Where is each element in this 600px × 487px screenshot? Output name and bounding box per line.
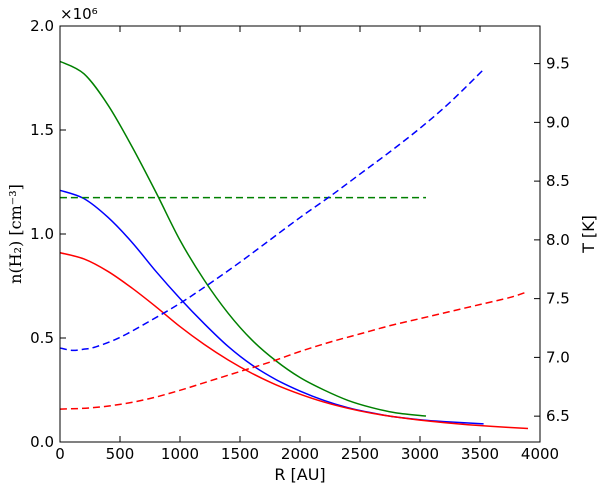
y-tick-label-left: 0.5 — [30, 329, 54, 347]
x-tick-label: 3000 — [401, 445, 439, 463]
series-line-4-temperature — [59, 68, 485, 352]
x-tick-label: 1500 — [221, 445, 259, 463]
ticks: 0 500 1000 1500 2000 2500 3000 3500 4000 0.0 0.5 1.… — [30, 17, 570, 463]
x-tick-label: 500 — [106, 445, 135, 463]
series-line-1-density — [59, 189, 484, 425]
y-tick-label-right: 7.5 — [546, 290, 570, 308]
axes — [59, 25, 541, 443]
y-tick-label-left: 2.0 — [30, 17, 54, 35]
left-axis-multiplier: ×10⁶ — [60, 5, 98, 23]
x-axis-label: R [AU] — [274, 465, 325, 484]
y-tick-label-right: 8.5 — [546, 172, 570, 190]
plot-frame — [59, 25, 541, 443]
y-axis-label-left: n(H₂) [cm⁻³] — [6, 184, 25, 284]
y-tick-label-left: 0.0 — [30, 433, 54, 451]
series-line-5-temperature — [59, 290, 529, 410]
x-tick-label: 0 — [55, 445, 65, 463]
x-tick-label: 2000 — [281, 445, 319, 463]
y-tick-label-left: 1.5 — [30, 121, 54, 139]
y-tick-label-right: 6.5 — [546, 407, 570, 425]
y-tick-label-right: 8.0 — [546, 231, 570, 249]
series-line-2-density — [59, 251, 529, 430]
plot-area — [59, 60, 529, 430]
y-tick-label-right: 9.5 — [546, 55, 570, 73]
x-tick-label: 1000 — [161, 445, 199, 463]
series-line-0-density — [59, 60, 427, 417]
y-tick-label-right: 9.0 — [546, 113, 570, 131]
x-tick-label: 2500 — [341, 445, 379, 463]
y-tick-label-left: 1.0 — [30, 225, 54, 243]
y-axis-label-right: T [K] — [579, 215, 598, 254]
x-tick-label: 3500 — [461, 445, 499, 463]
x-tick-label: 4000 — [521, 445, 559, 463]
y-tick-label-right: 7.0 — [546, 348, 570, 366]
